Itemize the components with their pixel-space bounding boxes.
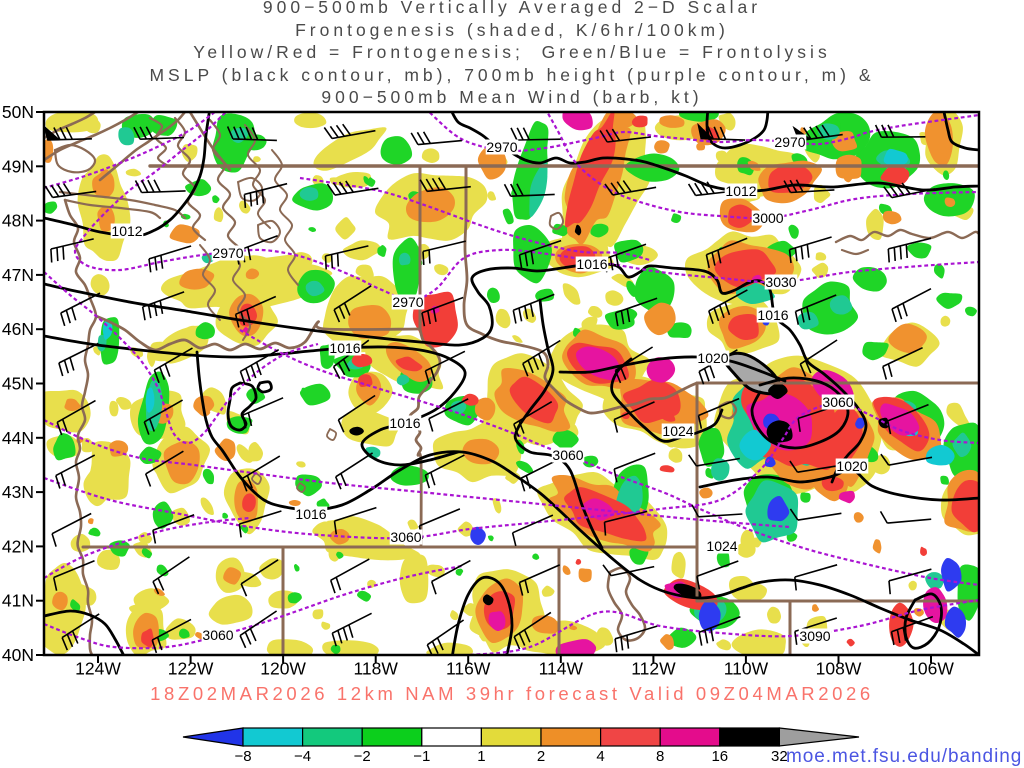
svg-text:2970: 2970 [392,294,423,310]
svg-text:46N: 46N [2,319,34,339]
svg-text:2970: 2970 [486,139,517,155]
svg-text:124W: 124W [75,659,121,679]
svg-text:32: 32 [771,748,788,765]
svg-text:118W: 118W [353,659,398,679]
svg-text:108W: 108W [816,659,862,679]
svg-text:114W: 114W [539,659,584,679]
svg-text:1020: 1020 [836,458,867,474]
svg-text:1016: 1016 [757,307,788,323]
svg-text:43N: 43N [2,482,34,502]
svg-text:42N: 42N [2,536,34,556]
svg-text:45N: 45N [2,374,34,394]
svg-text:1016: 1016 [576,256,607,272]
svg-text:110W: 110W [724,659,769,679]
svg-text:3060: 3060 [552,447,583,463]
svg-text:1012: 1012 [725,183,756,199]
svg-text:1024: 1024 [706,538,737,554]
svg-text:1016: 1016 [389,415,420,431]
svg-text:1012: 1012 [111,223,142,239]
svg-text:120W: 120W [260,659,306,679]
svg-text:1: 1 [477,748,485,765]
svg-text:1016: 1016 [329,340,360,356]
svg-text:112W: 112W [631,659,676,679]
svg-text:1016: 1016 [295,506,326,522]
svg-text:2970: 2970 [774,134,805,150]
svg-text:48N: 48N [2,211,34,231]
svg-text:50N: 50N [2,102,34,122]
svg-text:3000: 3000 [752,210,783,226]
svg-text:106W: 106W [908,659,954,679]
svg-text:3060: 3060 [390,529,421,545]
svg-text:3090: 3090 [799,628,830,644]
svg-text:41N: 41N [2,591,34,611]
svg-text:49N: 49N [2,156,34,176]
svg-text:3060: 3060 [202,627,233,643]
svg-text:47N: 47N [2,265,34,285]
svg-text:122W: 122W [168,659,214,679]
svg-text:2970: 2970 [212,245,243,261]
svg-text:116W: 116W [446,659,491,679]
svg-text:1020: 1020 [697,350,728,366]
svg-text:3030: 3030 [765,274,796,290]
svg-text:40N: 40N [2,645,34,665]
svg-text:16: 16 [711,748,728,765]
svg-text:−1: −1 [413,748,430,765]
svg-text:8: 8 [656,748,664,765]
svg-text:−4: −4 [294,748,311,765]
svg-text:−2: −2 [354,748,371,765]
svg-text:44N: 44N [2,428,34,448]
svg-text:4: 4 [596,748,604,765]
svg-text:2: 2 [537,748,545,765]
svg-text:3060: 3060 [822,394,853,410]
svg-text:1024: 1024 [662,423,693,439]
svg-text:−8: −8 [234,748,251,765]
